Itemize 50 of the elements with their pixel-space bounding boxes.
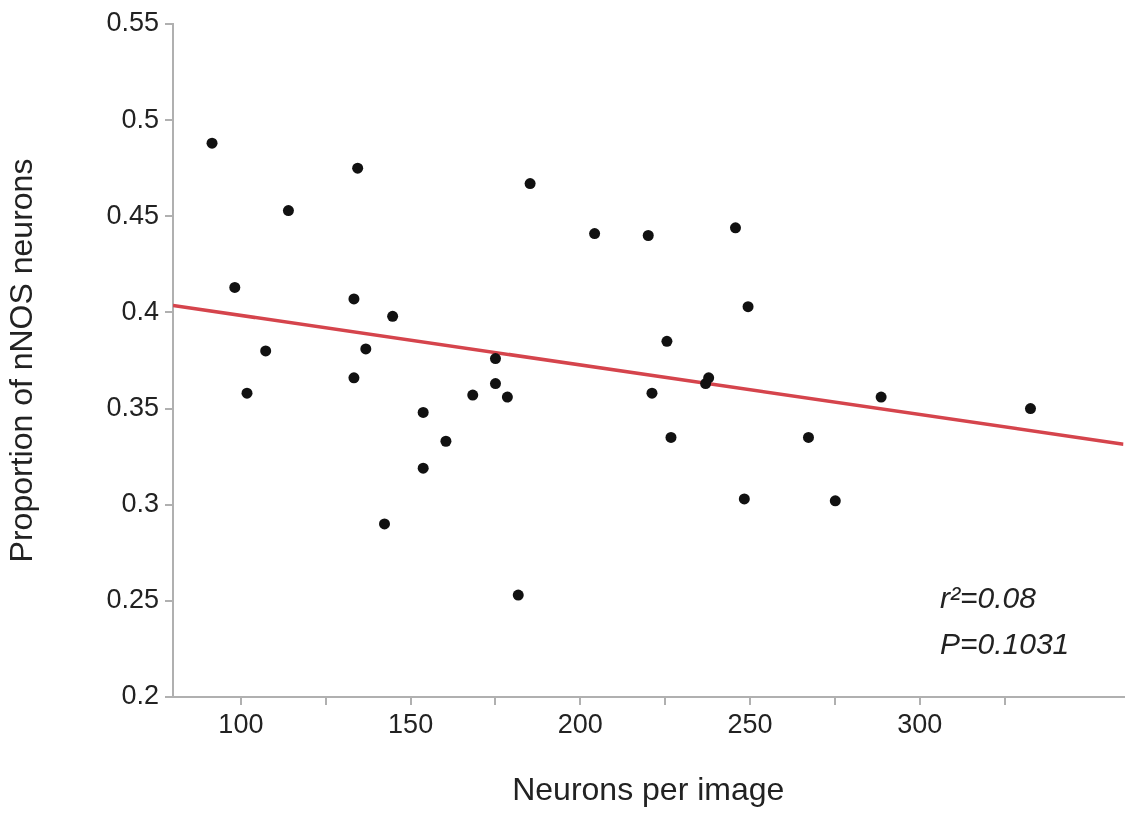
x-tick-label: 300: [897, 708, 943, 739]
point: [241, 387, 253, 399]
x-tick-label: 100: [218, 708, 264, 739]
x-tick-label: 200: [557, 708, 603, 739]
x-tick-label: 150: [388, 708, 434, 739]
x-tick-label: 250: [727, 708, 773, 739]
point: [738, 493, 750, 505]
point: [729, 222, 741, 234]
point: [703, 372, 715, 384]
point: [501, 391, 513, 403]
point: [524, 178, 536, 190]
point: [829, 495, 841, 507]
point: [348, 372, 360, 384]
point: [489, 353, 501, 365]
point: [665, 431, 677, 443]
point: [742, 301, 754, 313]
y-tick-label: 0.4: [121, 295, 159, 326]
annotation: P=0.1031: [940, 627, 1070, 660]
y-axis-title: Proportion of nNOS neurons: [3, 158, 40, 563]
y-tick-label: 0.25: [106, 584, 159, 615]
point: [440, 435, 452, 447]
point: [417, 406, 429, 418]
point: [489, 378, 501, 390]
y-tick-label: 0.2: [121, 680, 159, 711]
point: [512, 589, 524, 601]
point: [417, 462, 429, 474]
annotation: r²=0.08: [940, 581, 1037, 614]
point: [642, 230, 654, 242]
point: [260, 345, 272, 357]
point: [352, 162, 364, 174]
point: [646, 387, 658, 399]
point: [206, 137, 218, 149]
point: [802, 431, 814, 443]
point: [282, 205, 294, 217]
y-tick-label: 0.5: [121, 103, 159, 134]
x-axis-title: Neurons per image: [512, 770, 785, 807]
point: [378, 518, 390, 530]
y-tick-label: 0.55: [106, 7, 159, 38]
point: [589, 228, 601, 240]
point: [875, 391, 887, 403]
y-tick-label: 0.35: [106, 392, 159, 423]
y-tick-label: 0.3: [121, 488, 159, 519]
point: [387, 310, 399, 322]
point: [348, 293, 360, 305]
point: [467, 389, 479, 401]
point: [360, 343, 372, 355]
point: [1024, 403, 1036, 415]
point: [229, 281, 241, 293]
point: [661, 335, 673, 347]
y-tick-label: 0.45: [106, 199, 159, 230]
